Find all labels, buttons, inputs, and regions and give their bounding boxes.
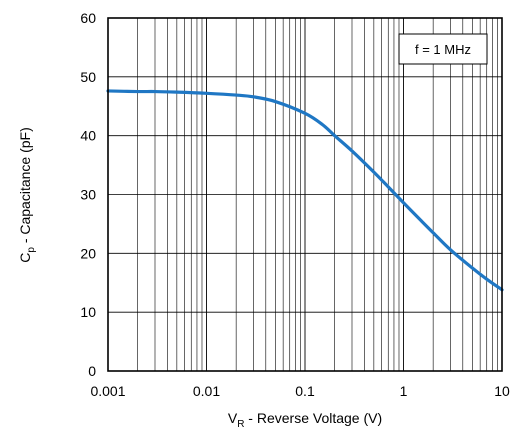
x-axis-label-rest: - Reverse Voltage (V)	[244, 410, 382, 426]
series-line-group	[106, 89, 504, 292]
plot-border	[107, 17, 503, 372]
y-tick-label: 30	[80, 187, 96, 203]
x-tick-label: 0.01	[193, 383, 220, 399]
x-tick-label: 0.1	[295, 383, 315, 399]
y-tick-label: 10	[80, 304, 96, 320]
x-axis-label-main: V	[228, 410, 238, 426]
plot-frame	[107, 17, 503, 372]
y-tick-label: 60	[80, 10, 96, 26]
annotation-box	[398, 33, 488, 65]
y-tick-label: 0	[88, 363, 96, 379]
x-tick-label: 0.001	[90, 383, 125, 399]
y-tick-label: 50	[80, 69, 96, 85]
y-axis-label-sub: p	[26, 247, 37, 253]
x-axis-label: VR - Reverse Voltage (V)	[228, 410, 382, 430]
y-axis-label-main: C	[17, 253, 33, 263]
y-axis-label-rest: - Capacitance (pF)	[17, 127, 33, 247]
y-tick-labels: 0 10 20 30 40 50 60	[80, 10, 96, 379]
x-tick-label: 1	[400, 383, 408, 399]
capacitance-curve	[106, 89, 504, 292]
x-tick-label: 10	[494, 383, 510, 399]
frequency-annotation: f = 1 MHz	[415, 42, 471, 57]
x-axis-label-sub: R	[237, 419, 244, 430]
x-tick-labels: 0.001 0.01 0.1 1 10	[90, 383, 510, 399]
y-axis-label: Cp - Capacitance (pF)	[17, 127, 37, 263]
grid	[108, 18, 502, 371]
y-tick-label: 20	[80, 245, 96, 261]
y-tick-label: 40	[80, 128, 96, 144]
